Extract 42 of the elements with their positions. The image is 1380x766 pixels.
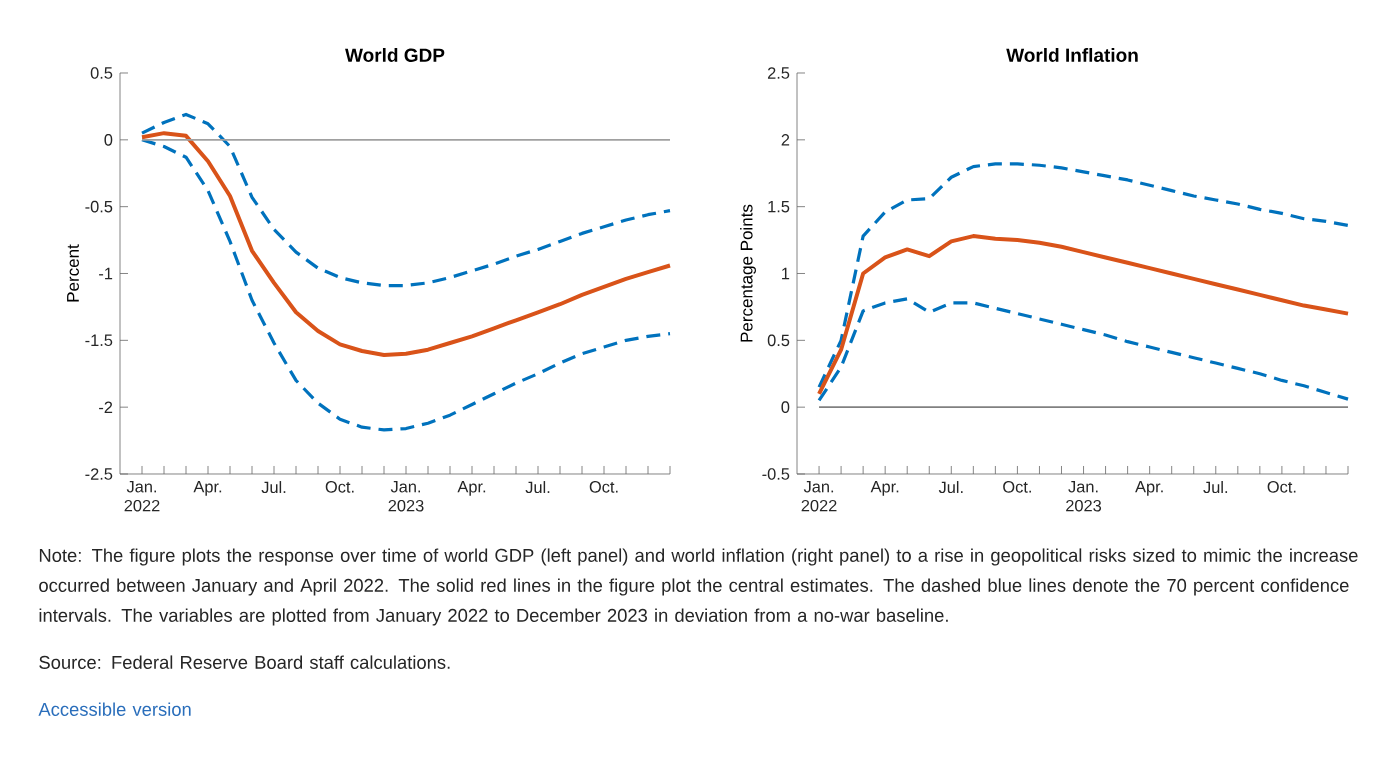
x-tick-label: Jul. xyxy=(938,481,963,494)
x-tick-label: Apr. xyxy=(870,481,899,496)
y-tick-label: -1.5 xyxy=(85,334,113,347)
y-axis-title: Percent xyxy=(67,244,79,302)
line-series xyxy=(817,162,1350,389)
x-tick-label: Jan. 2022 xyxy=(124,481,160,512)
x-tick-label: Apr. xyxy=(1135,481,1163,496)
x-tick-label: Jul. xyxy=(1203,481,1228,494)
line-series xyxy=(140,131,673,358)
y-tick-label: -1 xyxy=(99,267,113,280)
y-tick-label: 0 xyxy=(781,401,790,413)
y-tick-label: -0.5 xyxy=(85,200,113,213)
source-note: Source: Federal Reserve Board staff calculations. xyxy=(39,655,450,669)
x-tick-label: Jan. 2023 xyxy=(388,481,424,512)
line-series xyxy=(817,234,1351,396)
x-tick-label: Apr. xyxy=(457,481,486,496)
y-tick-label: 0 xyxy=(104,134,113,146)
chart-title: World Inflation xyxy=(1006,47,1138,62)
y-tick-label: 1 xyxy=(782,267,790,280)
chart-title: World GDP xyxy=(345,47,445,62)
text: Accessible version xyxy=(38,702,191,716)
x-tick-label: Apr. xyxy=(193,481,222,496)
y-tick-label: 0.5 xyxy=(90,67,113,79)
x-tick-label: Jul. xyxy=(261,481,286,494)
y-tick-label: 2 xyxy=(781,134,790,146)
y-tick-label: -0.5 xyxy=(762,468,790,480)
text: Note: The figure plots the response over time of world GDP (left panel) and world inflation (right panel) to a rise in geopolitical risks sized to mimic the increase occurred between January and April 2022. The solid red lines in the figure plot the central estimates. The dashed blue lines denote the 70 percent confidence intervals. The variables are plotted from January 2022 to December 2023 in deviation from a no-war baseline. xyxy=(39,548,1358,626)
x-tick-label: Jan. 2023 xyxy=(1066,481,1102,512)
y-axis-title: Percentage Points xyxy=(740,204,756,342)
x-tick-label: Oct. xyxy=(1267,481,1296,493)
y-tick-label: -2 xyxy=(99,401,113,413)
x-tick-label: Jul. xyxy=(525,481,550,494)
line-series xyxy=(140,138,672,432)
y-tick-label: -2.5 xyxy=(85,468,113,480)
line-series xyxy=(140,112,672,288)
x-tick-label: Oct. xyxy=(325,481,354,493)
y-tick-label: 2.5 xyxy=(767,67,790,79)
x-tick-label: Oct. xyxy=(589,481,618,493)
y-tick-label: 1.5 xyxy=(768,200,790,213)
x-tick-label: Oct. xyxy=(1003,481,1031,493)
x-tick-label: Jan. 2022 xyxy=(801,481,837,512)
y-tick-label: 0.5 xyxy=(767,334,790,347)
